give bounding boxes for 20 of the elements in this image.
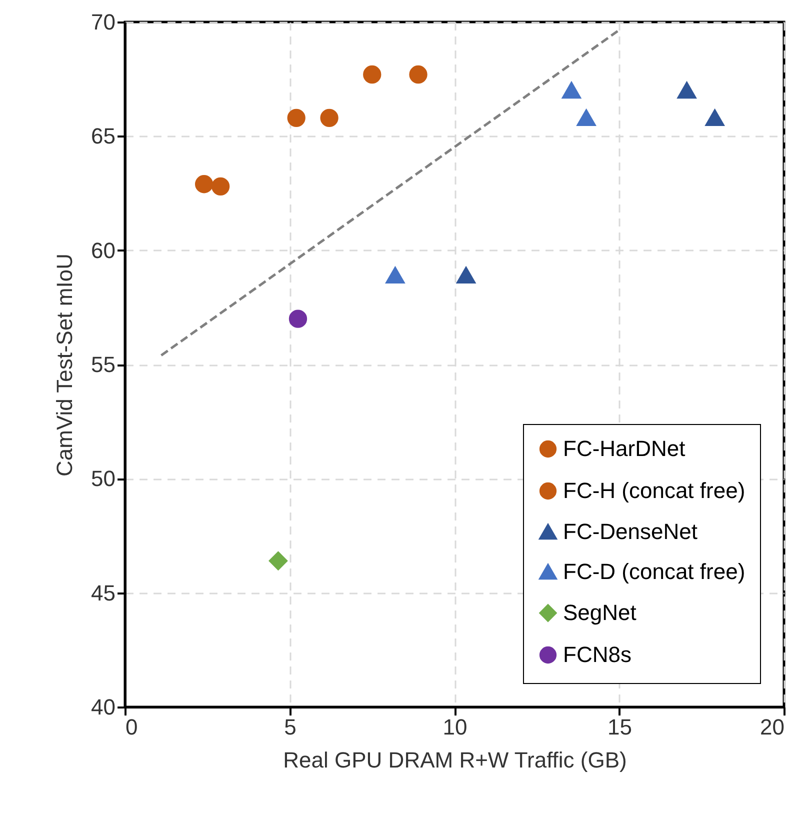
x-tick-label: 10 (442, 714, 468, 740)
x-tick-label: 20 (760, 714, 784, 740)
x-tick-label: 5 (284, 714, 296, 740)
y-tick-label: 70 (91, 10, 116, 34)
legend-label: FC-DenseNet (563, 519, 698, 544)
y-axis-title: CamVid Test-Set mIoU (52, 254, 78, 476)
y-tick-label: 45 (91, 580, 116, 606)
x-tick-label: 0 (126, 714, 138, 740)
y-tick-label: 40 (91, 694, 116, 720)
y-tick-label: 55 (91, 352, 116, 377)
y-tick-label: 65 (91, 124, 116, 149)
x-tick-label: 15 (608, 714, 632, 740)
legend-label: FC-D (concat free) (563, 559, 746, 584)
y-tick-label: 60 (91, 238, 116, 263)
legend-label: FCN8s (563, 642, 632, 667)
y-tick-label: 50 (91, 466, 116, 492)
legend-label: FC-H (concat free) (563, 478, 746, 503)
legend-label: FC-HarDNet (563, 436, 686, 461)
x-axis-title: Real GPU DRAM R+W Traffic (GB) (283, 748, 627, 772)
legend-label: SegNet (563, 600, 636, 625)
